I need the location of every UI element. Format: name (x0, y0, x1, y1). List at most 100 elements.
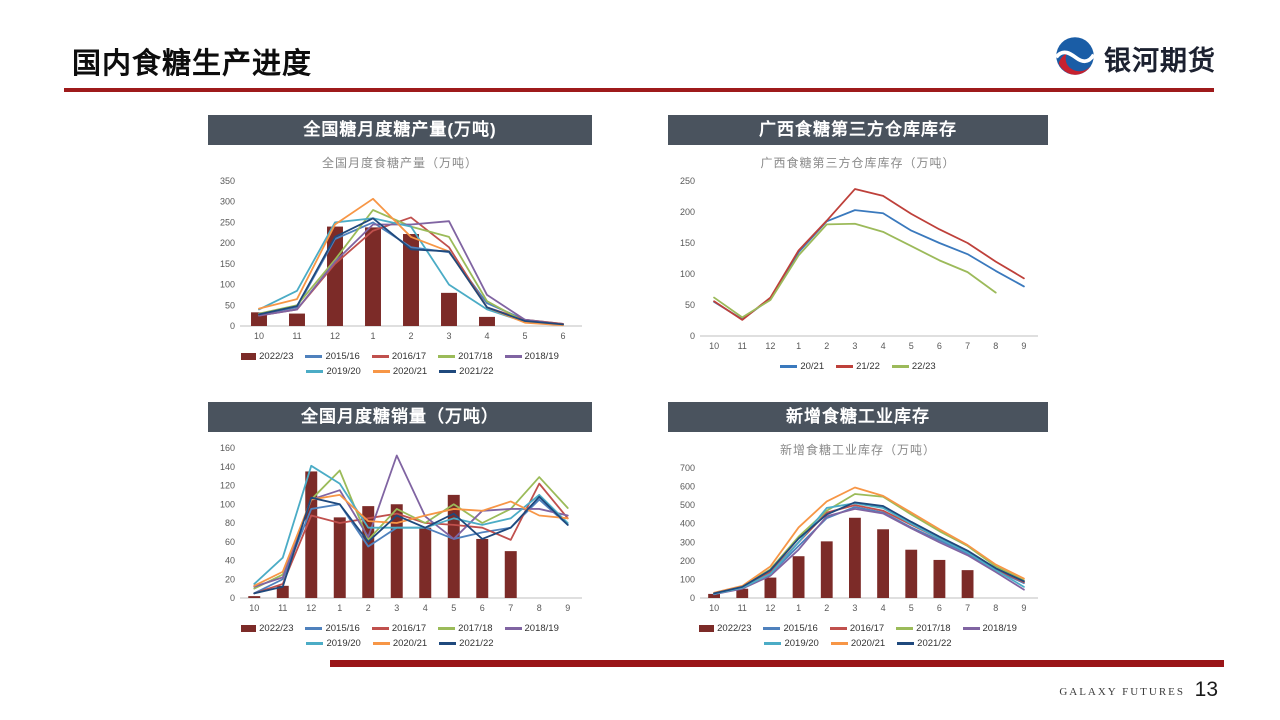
legend-line-swatch (504, 355, 522, 358)
svg-text:250: 250 (680, 176, 695, 186)
svg-text:12: 12 (330, 331, 340, 341)
svg-text:7: 7 (508, 603, 513, 613)
legend-label: 2019/20 (326, 366, 361, 377)
legend-bar-swatch (241, 353, 257, 360)
legend-label: 2022/23 (717, 623, 752, 634)
svg-text:50: 50 (685, 300, 695, 310)
legend-label: 2018/19 (524, 623, 559, 634)
legend-label: 2016/17 (849, 623, 885, 634)
chart-legend: 20/21 21/22 22/23 (668, 361, 1048, 372)
legend-label: 2022/23 (259, 351, 294, 362)
legend-label: 2017/18 (916, 623, 951, 634)
svg-text:0: 0 (230, 593, 235, 603)
svg-text:1: 1 (337, 603, 342, 613)
svg-text:8: 8 (537, 603, 542, 613)
legend-line-swatch (305, 627, 323, 630)
legend-line-swatch (780, 365, 798, 368)
svg-text:150: 150 (680, 238, 695, 248)
svg-text:3: 3 (394, 603, 399, 613)
chart-banner: 全国糖月度糖产量(万吨) (208, 115, 592, 145)
legend-item: 2020/21 (372, 366, 428, 377)
legend-item: 2018/19 (504, 623, 559, 634)
legend-item: 2015/16 (305, 623, 360, 634)
svg-text:7: 7 (965, 603, 970, 613)
svg-text:0: 0 (690, 593, 695, 603)
legend-label: 2020/21 (392, 366, 428, 377)
footer-brand: GALAXY FUTURES (1059, 686, 1185, 698)
legend-line-swatch (829, 627, 847, 630)
chart-canvas: 0 20 40 60 80 100 120 140 160 10 11 12 1 2 3 4 5 6 7 8 9 (208, 440, 592, 621)
legend-item: 21/22 (836, 361, 880, 372)
svg-text:11: 11 (278, 603, 287, 613)
legend-item: 2022/23 (241, 351, 293, 362)
legend-line-swatch (305, 355, 323, 358)
svg-text:8: 8 (993, 603, 998, 613)
svg-text:1: 1 (796, 341, 801, 351)
legend-label: 2020/21 (392, 638, 428, 649)
svg-text:4: 4 (484, 331, 489, 341)
footer-divider (330, 660, 1224, 667)
chart-subtitle: 广西食糖第三方仓库库存（万吨） (760, 156, 956, 170)
legend-line-swatch (764, 642, 782, 645)
legend-item: 2016/17 (371, 351, 427, 362)
svg-text:12: 12 (765, 341, 775, 351)
svg-text:200: 200 (220, 238, 235, 248)
legend-item: 2015/16 (305, 351, 360, 362)
svg-text:11: 11 (292, 331, 301, 341)
legend-item: 2017/18 (438, 623, 493, 634)
panel-industrial-inventory: 新增食糖工业库存 新增食糖工业库存（万吨） 0 100 200 300 400 500 60… (668, 402, 1048, 649)
svg-text:0: 0 (230, 321, 235, 331)
svg-text:3: 3 (852, 341, 857, 351)
legend-bar-swatch (241, 625, 257, 632)
legend-line-swatch (439, 370, 457, 373)
galaxy-logo-icon (1054, 36, 1096, 81)
svg-text:10: 10 (709, 603, 719, 613)
svg-text:50: 50 (225, 300, 235, 310)
svg-text:200: 200 (680, 207, 695, 217)
svg-text:12: 12 (765, 603, 775, 613)
legend-label: 2018/19 (982, 623, 1017, 634)
legend-line-swatch (372, 642, 390, 645)
legend-item: 2016/17 (829, 623, 885, 634)
legend-label: 2021/22 (459, 366, 494, 377)
chart-legend: 2022/23 2015/16 2016/17 2017/18 2018/19 2019/… (235, 623, 565, 649)
legend-label: 2016/17 (391, 351, 427, 362)
legend-label: 2015/16 (783, 623, 818, 634)
svg-text:1: 1 (796, 603, 801, 613)
svg-text:400: 400 (680, 519, 695, 529)
legend-item: 20/21 (780, 361, 824, 372)
svg-text:8: 8 (993, 341, 998, 351)
legend-line-swatch (438, 355, 456, 358)
svg-text:5: 5 (522, 331, 527, 341)
svg-text:10: 10 (249, 603, 259, 613)
legend-label: 2017/18 (458, 351, 493, 362)
panel-guangxi-inventory: 广西食糖第三方仓库库存 广西食糖第三方仓库库存（万吨） 0 50 100 150 200… (668, 115, 1048, 372)
legend-line-swatch (371, 627, 389, 630)
svg-text:1: 1 (370, 331, 375, 341)
svg-text:11: 11 (738, 603, 747, 613)
legend-label: 2019/20 (784, 638, 819, 649)
svg-text:10: 10 (254, 331, 264, 341)
svg-text:300: 300 (220, 197, 235, 207)
legend-line-swatch (897, 642, 915, 645)
svg-text:2: 2 (408, 331, 413, 341)
legend-item: 2015/16 (763, 623, 818, 634)
legend-item: 2021/22 (439, 638, 494, 649)
legend-label: 21/22 (856, 361, 880, 372)
svg-text:7: 7 (965, 341, 970, 351)
logo-text: 银河期货 (1104, 46, 1216, 76)
legend-item: 22/23 (891, 361, 936, 372)
legend-item: 2020/21 (830, 638, 885, 649)
legend-line-swatch (306, 642, 324, 645)
legend-label: 2021/22 (917, 638, 952, 649)
svg-text:100: 100 (680, 574, 695, 584)
legend-label: 2016/17 (391, 623, 427, 634)
page-number: 13 (1194, 678, 1218, 701)
svg-text:100: 100 (680, 269, 695, 279)
svg-text:4: 4 (423, 603, 428, 613)
legend-item: 2020/21 (372, 638, 428, 649)
legend-label: 2021/22 (459, 638, 494, 649)
